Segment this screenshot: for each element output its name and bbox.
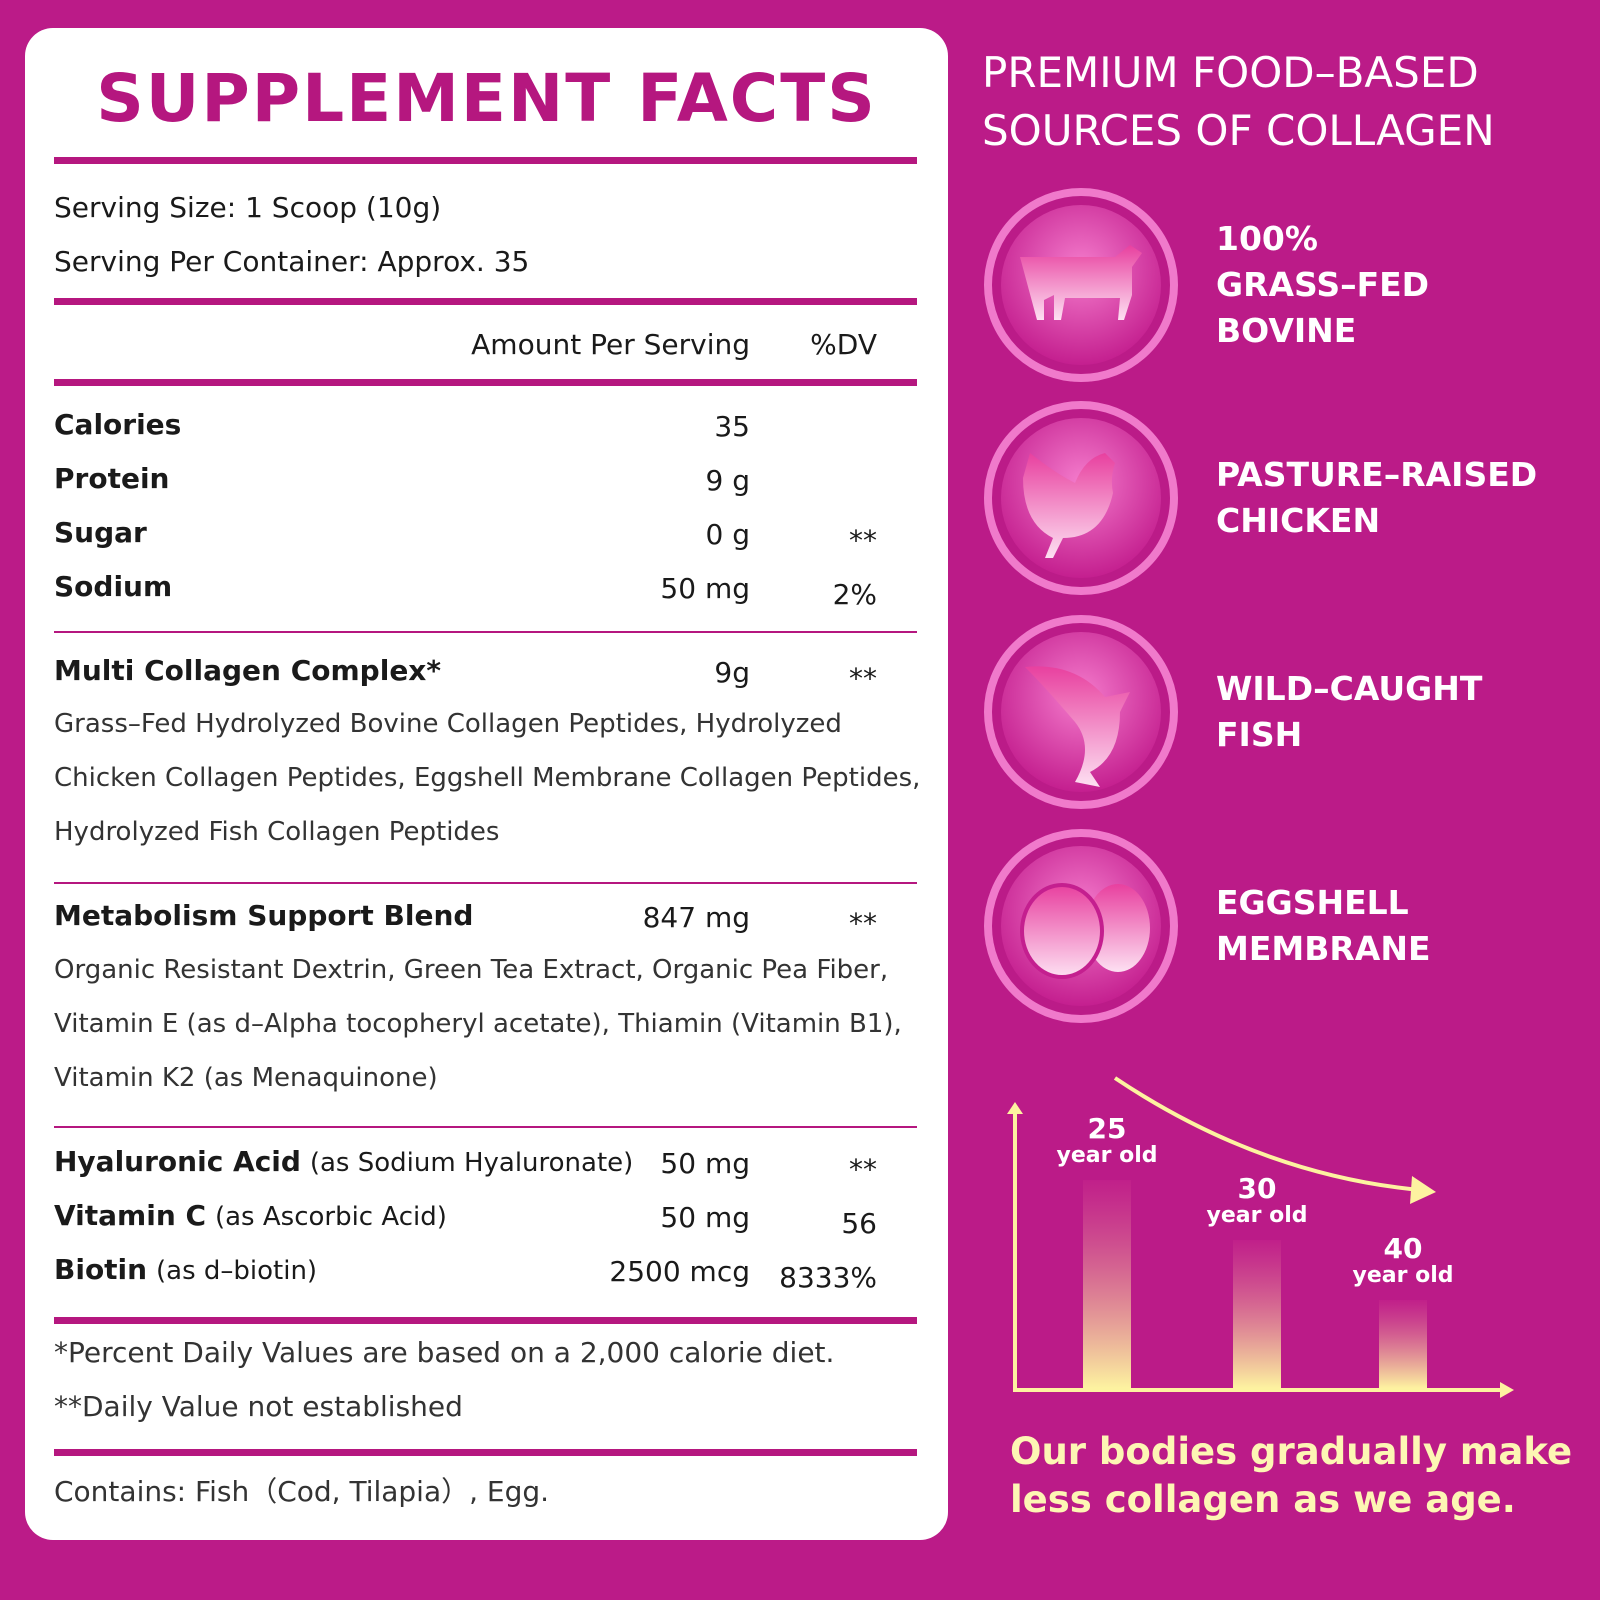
daily-value: 2% [832, 578, 877, 611]
amount: 847 mg [642, 901, 750, 934]
divider [54, 1316, 917, 1324]
amount: 0 g [705, 518, 751, 551]
age-bar [1379, 1300, 1427, 1388]
amount: 50 mg [660, 572, 750, 605]
source-label: GRASS–FED [1216, 265, 1430, 304]
nutrient-name: Hyaluronic Acid [54, 1145, 301, 1178]
footnote: *Percent Daily Values are based on a 2,0… [54, 1336, 835, 1369]
divider [54, 378, 917, 386]
nutrient-name: Protein [54, 462, 170, 495]
source-label: FISH [1216, 715, 1303, 754]
age-value: 25 [1088, 1112, 1127, 1145]
nutrient-name: Sugar [54, 516, 147, 549]
age-unit: year old [1056, 1143, 1157, 1168]
amount: 9 g [705, 464, 751, 497]
nutrient-row: Protein [54, 462, 169, 496]
icon-ring [984, 401, 1178, 595]
nutrient-row: Calories [54, 408, 181, 442]
source-label: EGGSHELL [1216, 883, 1409, 922]
source-label: 100% [1216, 219, 1318, 258]
source-label: PASTURE–RAISED [1216, 455, 1538, 494]
trend-arrow [1410, 1176, 1436, 1204]
age-unit: year old [1206, 1203, 1307, 1228]
sources-heading: SOURCES OF COLLAGEN [982, 106, 1495, 155]
divider [54, 1448, 917, 1456]
ingredients: Organic Resistant Dextrin, Green Tea Ext… [54, 955, 902, 1093]
chart-caption: Our bodies gradually make [1010, 1430, 1573, 1473]
amount: 35 [714, 410, 750, 443]
icon-ring [984, 829, 1178, 1023]
amount: 2500 mcg [609, 1255, 750, 1288]
nutrient-name: Multi Collagen Complex* [54, 654, 442, 687]
daily-value: ** [849, 524, 877, 557]
divider [54, 297, 917, 305]
source-label: CHICKEN [1216, 501, 1381, 540]
servings-per-container: Serving Per Container: Approx. 35 [54, 245, 530, 278]
nutrient-row: Sugar [54, 516, 147, 550]
nutrient-note: (as Sodium Hyaluronate) [309, 1148, 634, 1178]
cow-icon [1020, 245, 1142, 320]
nutrient-row: Multi Collagen Complex* [54, 654, 441, 688]
nutrient-name: Metabolism Support Blend [54, 899, 474, 932]
nutrient-note: (as d–biotin) [156, 1256, 318, 1286]
divider [54, 1126, 917, 1128]
facts-card: SUPPLEMENT FACTS Serving Size: 1 Scoop (1… [25, 28, 948, 1540]
age-bar [1233, 1240, 1281, 1388]
egg-icon [1086, 884, 1150, 972]
source-label: BOVINE [1216, 311, 1357, 350]
nutrient-note: (as Ascorbic Acid) [214, 1202, 447, 1232]
nutrient-name: Vitamin C [54, 1199, 207, 1232]
nutrient-row: Biotin (as d–biotin) [54, 1253, 317, 1288]
age-unit: year old [1352, 1263, 1453, 1288]
nutrient-row: Sodium [54, 570, 172, 604]
amount: 9g [714, 656, 750, 689]
footnote: **Daily Value not established [54, 1390, 463, 1423]
amount-header: Amount Per Serving [471, 328, 750, 361]
serving-size: Serving Size: 1 Scoop (10g) [54, 191, 442, 224]
x-arrow [1500, 1382, 1514, 1398]
daily-value: ** [849, 1153, 877, 1186]
divider [54, 631, 917, 633]
source-label: MEMBRANE [1216, 929, 1431, 968]
dv-header: %DV [810, 328, 877, 361]
nutrient-row: Vitamin C (as Ascorbic Acid) [54, 1199, 447, 1234]
divider [54, 882, 917, 884]
amount: 50 mg [660, 1201, 750, 1234]
chicken-icon [1023, 453, 1115, 558]
icon-ring [984, 615, 1178, 809]
nutrient-name: Sodium [54, 570, 173, 603]
age-bar [1083, 1180, 1131, 1388]
facts-title: SUPPLEMENT FACTS [96, 60, 877, 137]
daily-value: ** [849, 662, 877, 695]
divider [54, 156, 917, 164]
chart-caption: less collagen as we age. [1010, 1478, 1516, 1521]
icon-ring [984, 188, 1178, 382]
y-arrow [1007, 1102, 1023, 1114]
nutrient-row: Metabolism Support Blend [54, 899, 473, 933]
egg-icon [1020, 883, 1104, 979]
age-value: 30 [1238, 1172, 1277, 1205]
ingredients: Grass–Fed Hydrolyzed Bovine Collagen Pep… [54, 709, 921, 847]
amount: 50 mg [660, 1147, 750, 1180]
daily-value: ** [849, 907, 877, 940]
sources-heading: PREMIUM FOOD–BASED [982, 48, 1479, 97]
nutrient-name: Biotin [54, 1253, 148, 1286]
daily-value: 8333% [779, 1261, 877, 1294]
source-label: WILD–CAUGHT [1216, 669, 1483, 708]
fish-icon [1025, 666, 1130, 787]
allergens: Contains: Fish（Cod, Tilapia）, Egg. [54, 1475, 550, 1508]
nutrient-row: Hyaluronic Acid (as Sodium Hyaluronate) [54, 1145, 633, 1180]
daily-value: 56 [841, 1207, 877, 1240]
trend-curve [1113, 1076, 1421, 1192]
nutrient-name: Calories [54, 408, 182, 441]
age-value: 40 [1384, 1232, 1423, 1265]
